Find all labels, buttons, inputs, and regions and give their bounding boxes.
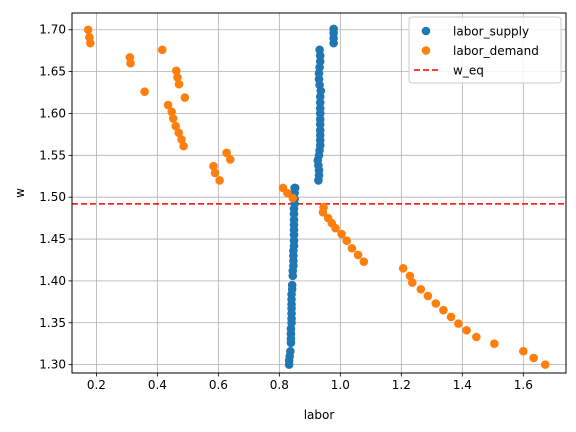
labor-demand-point (439, 305, 448, 315)
y-tick-label: 1.60 (39, 106, 66, 120)
labor-demand-point (423, 291, 433, 301)
labor-supply-point (290, 183, 300, 193)
labor-demand-point (472, 332, 481, 342)
x-tick-label: 0.2 (87, 378, 106, 392)
y-tick-label: 1.30 (39, 358, 66, 372)
labor-demand-point (282, 188, 292, 198)
labor-demand-point (408, 278, 417, 287)
labor-demand-point (157, 45, 167, 55)
legend-marker-labor-demand (421, 46, 431, 55)
y-tick-label: 1.40 (39, 274, 66, 288)
legend-label-labor-supply: labor_supply (453, 25, 529, 39)
y-tick-label: 1.35 (39, 316, 66, 330)
x-tick-label: 1.4 (453, 378, 472, 392)
labor-demand-point (225, 155, 235, 164)
labor-demand-point (288, 193, 298, 203)
labor-demand-point (209, 161, 218, 171)
labor-demand-point (171, 66, 181, 76)
labor-demand-point (540, 360, 550, 369)
labor-demand-point (405, 271, 415, 281)
labor-demand-point (347, 243, 357, 253)
labor-demand-point (222, 148, 231, 158)
labor-demand-point (359, 257, 369, 266)
labor-demand-point (431, 299, 441, 308)
y-axis-label: w (13, 188, 27, 198)
labor-demand-point (215, 176, 224, 185)
labor-demand-point (174, 79, 184, 89)
legend-label-labor-demand: labor_demand (453, 44, 539, 58)
x-tick-label: 1.6 (514, 378, 533, 392)
labor-demand-point (446, 312, 456, 322)
labor-demand-point (167, 107, 177, 117)
x-tick-label: 0.8 (270, 378, 289, 392)
labor-demand-point (398, 264, 408, 273)
y-tick-label: 1.65 (39, 65, 66, 79)
labor-demand-point (331, 223, 340, 233)
labor-demand-point (529, 353, 538, 363)
x-axis-label: labor (304, 408, 335, 422)
data-points (83, 24, 550, 369)
labor-demand-point (490, 339, 499, 348)
axis-ticks: 0.2 0.4 0.6 0.8 1.0 1.2 1.4 1.6 1.30 1.35 1.40 1.45… (39, 23, 533, 392)
labor-demand-point (85, 38, 95, 48)
labor-demand-point (126, 58, 135, 68)
labor-demand-point (163, 100, 173, 110)
labor-demand-point (174, 128, 184, 138)
labor-demand-point (318, 207, 328, 217)
labor-demand-point (210, 168, 220, 178)
labor-demand-point (353, 250, 363, 260)
legend-box (408, 16, 562, 84)
labor-demand-point (140, 87, 149, 96)
labor-demand-point (83, 25, 93, 35)
labor-demand-point (342, 236, 352, 246)
legend-marker-labor-supply (421, 26, 431, 36)
labor-demand-point (173, 73, 182, 82)
y-tick-label: 1.50 (39, 190, 66, 204)
y-tick-label: 1.45 (39, 232, 66, 246)
labor-supply-point (286, 346, 295, 356)
labor-demand-point (337, 229, 346, 239)
labor-demand-point (171, 121, 180, 131)
labor-demand-point (519, 346, 528, 356)
labor-supply-point (329, 24, 338, 34)
labor-demand-point (168, 114, 178, 123)
y-tick-label: 1.55 (39, 148, 66, 162)
x-tick-label: 1.2 (392, 378, 411, 392)
labor-demand-point (454, 319, 463, 328)
labor-demand-point (177, 135, 186, 144)
legend: labor_supply labor_demand w_eq (408, 16, 562, 84)
labor-supply-point (287, 280, 297, 290)
axes-frame (71, 12, 567, 374)
labor-demand-point (462, 326, 471, 335)
labor-demand-point (416, 284, 426, 294)
x-tick-label: 1.0 (331, 378, 350, 392)
x-tick-label: 0.4 (148, 378, 167, 392)
labor-supply-point (315, 45, 324, 55)
labor-demand-point (180, 93, 190, 102)
labor-demand-point (179, 141, 188, 151)
y-tick-label: 1.70 (39, 23, 66, 37)
x-tick-label: 0.6 (209, 378, 228, 392)
legend-label-w-eq: w_eq (453, 64, 484, 78)
